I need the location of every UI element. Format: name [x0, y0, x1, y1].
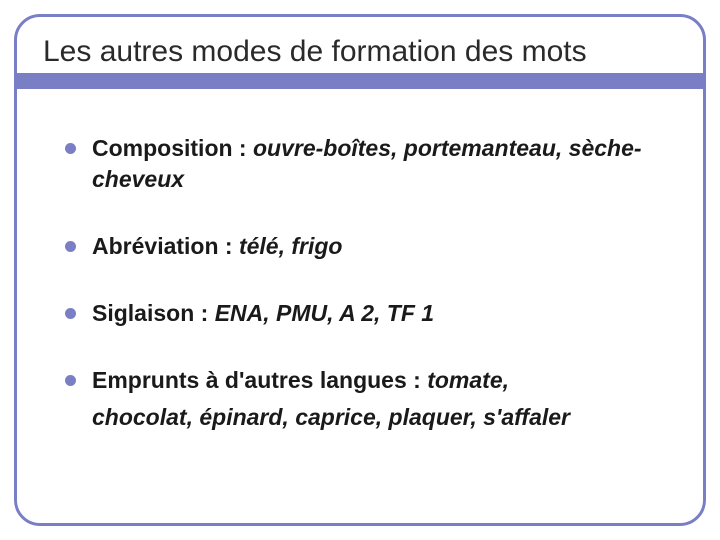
bullet-label: Abréviation :: [92, 233, 239, 259]
title-accent-bar: [17, 73, 703, 89]
bullet-text: Emprunts à d'autres langues : tomate, ch…: [92, 365, 663, 433]
bullet-icon: [65, 143, 76, 154]
slide-frame: Les autres modes de formation des mots C…: [14, 14, 706, 526]
bullet-text: Siglaison : ENA, PMU, A 2, TF 1: [92, 298, 663, 329]
list-item: Emprunts à d'autres langues : tomate, ch…: [65, 365, 663, 433]
slide-title: Les autres modes de formation des mots: [43, 35, 597, 69]
bullet-icon: [65, 308, 76, 319]
bullet-icon: [65, 241, 76, 252]
bullet-label: Emprunts à d'autres langues :: [92, 367, 427, 393]
bullet-examples: ENA, PMU, A 2, TF 1: [215, 300, 434, 326]
bullet-text: Composition : ouvre-boîtes, portemanteau…: [92, 133, 663, 195]
bullet-label: Composition :: [92, 135, 253, 161]
list-item: Siglaison : ENA, PMU, A 2, TF 1: [65, 298, 663, 329]
bullet-examples-line2: chocolat, épinard, caprice, plaquer, s'a…: [92, 402, 663, 433]
list-item: Composition : ouvre-boîtes, portemanteau…: [65, 133, 663, 195]
bullet-examples: télé, frigo: [239, 233, 343, 259]
bullet-examples: tomate,: [427, 367, 509, 393]
bullet-icon: [65, 375, 76, 386]
bullet-text: Abréviation : télé, frigo: [92, 231, 663, 262]
bullet-label: Siglaison :: [92, 300, 215, 326]
content-area: Composition : ouvre-boîtes, portemanteau…: [65, 133, 663, 433]
list-item: Abréviation : télé, frigo: [65, 231, 663, 262]
